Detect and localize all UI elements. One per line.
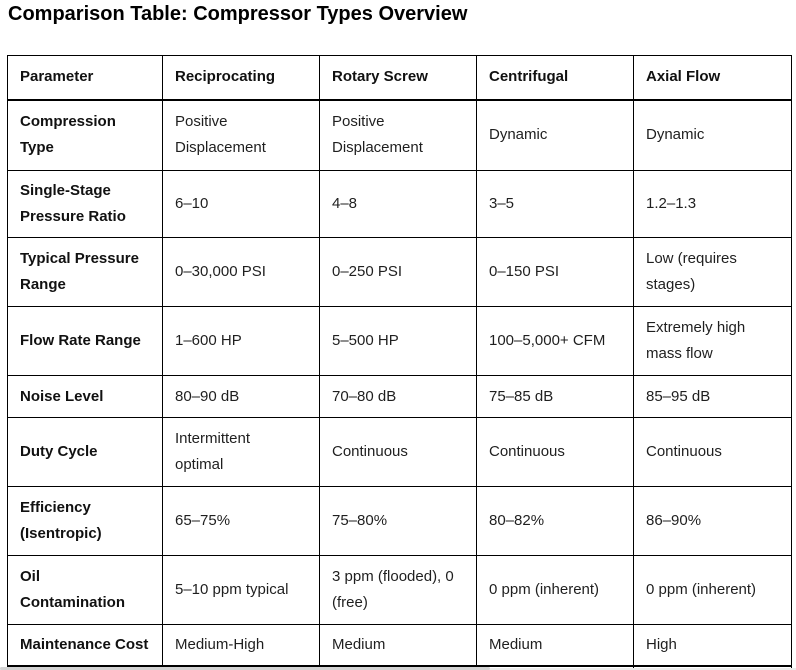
column-header-parameter: Parameter [7,55,163,101]
table-cell: Extremely high mass flow [633,306,792,376]
table-row: Efficiency (Isentropic) 65–75% 75–80% 80… [7,486,792,556]
table-cell: 0 ppm (inherent) [476,555,634,625]
row-header: Noise Level [7,375,163,418]
row-header: Duty Cycle [7,417,163,487]
table-cell: 1–600 HP [162,306,320,376]
table-cell: 0 ppm (inherent) [633,555,792,625]
table-cell: 85–95 dB [633,375,792,418]
table-cell: Intermittent optimal [162,417,320,487]
table-cell: 80–90 dB [162,375,320,418]
table-row: Typical Pressure Range 0–30,000 PSI 0–25… [7,237,792,307]
row-header: Maintenance Cost [7,624,163,667]
table-cell: 6–10 [162,170,320,238]
table-cell: 0–30,000 PSI [162,237,320,307]
page-title: Comparison Table: Compressor Types Overv… [8,3,468,25]
comparison-table: Parameter Reciprocating Rotary Screw Cen… [7,55,792,670]
table-cell: 4–8 [319,170,477,238]
table-cell: Dynamic [633,99,792,171]
column-header-rotary-screw: Rotary Screw [319,55,477,101]
table-cell: Medium [319,624,477,667]
table-cell: Low (requires stages) [633,237,792,307]
table-row: Noise Level 80–90 dB 70–80 dB 75–85 dB 8… [7,375,792,418]
table-cell: 3–5 [476,170,634,238]
table-cell: 75–85 dB [476,375,634,418]
row-header: Single-Stage Pressure Ratio [7,170,163,238]
table-cell: 86–90% [633,486,792,556]
table-cell: 70–80 dB [319,375,477,418]
column-header-centrifugal: Centrifugal [476,55,634,101]
table-cell [633,665,792,670]
table-row: Flow Rate Range 1–600 HP 5–500 HP 100–5,… [7,306,792,376]
table-cell: 5–10 ppm typical [162,555,320,625]
row-header: Efficiency (Isentropic) [7,486,163,556]
header-row: Parameter Reciprocating Rotary Screw Cen… [7,55,792,101]
table-cell: 5–500 HP [319,306,477,376]
column-header-axial-flow: Axial Flow [633,55,792,101]
table-row: Duty Cycle Intermittent optimal Continuo… [7,417,792,487]
table-cell: 1.2–1.3 [633,170,792,238]
table-cell: 75–80% [319,486,477,556]
table-cell: Continuous [319,417,477,487]
table-cell: High [633,624,792,667]
table-cell: Medium [476,624,634,667]
table-cell: 80–82% [476,486,634,556]
horizontal-scrollbar-thumb[interactable] [0,667,490,670]
row-header: Typical Pressure Range [7,237,163,307]
table-cell: Dynamic [476,99,634,171]
table-cell: 100–5,000+ CFM [476,306,634,376]
table-cell: 0–150 PSI [476,237,634,307]
row-header: Oil Contamination [7,555,163,625]
table-row: Compression Type Positive Displacement P… [7,99,792,171]
table-cell: Positive Displacement [319,99,477,171]
table-cell: 3 ppm (flooded), 0 (free) [319,555,477,625]
table-row: Maintenance Cost Medium-High Medium Medi… [7,624,792,667]
table-cell: Continuous [476,417,634,487]
row-header: Flow Rate Range [7,306,163,376]
table-row: Oil Contamination 5–10 ppm typical 3 ppm… [7,555,792,625]
table-cell: Continuous [633,417,792,487]
table-cell: Medium-High [162,624,320,667]
table-row: Single-Stage Pressure Ratio 6–10 4–8 3–5… [7,170,792,238]
column-header-reciprocating: Reciprocating [162,55,320,101]
table-cell: 65–75% [162,486,320,556]
table-cell: Positive Displacement [162,99,320,171]
table-cell: 0–250 PSI [319,237,477,307]
row-header: Compression Type [7,99,163,171]
